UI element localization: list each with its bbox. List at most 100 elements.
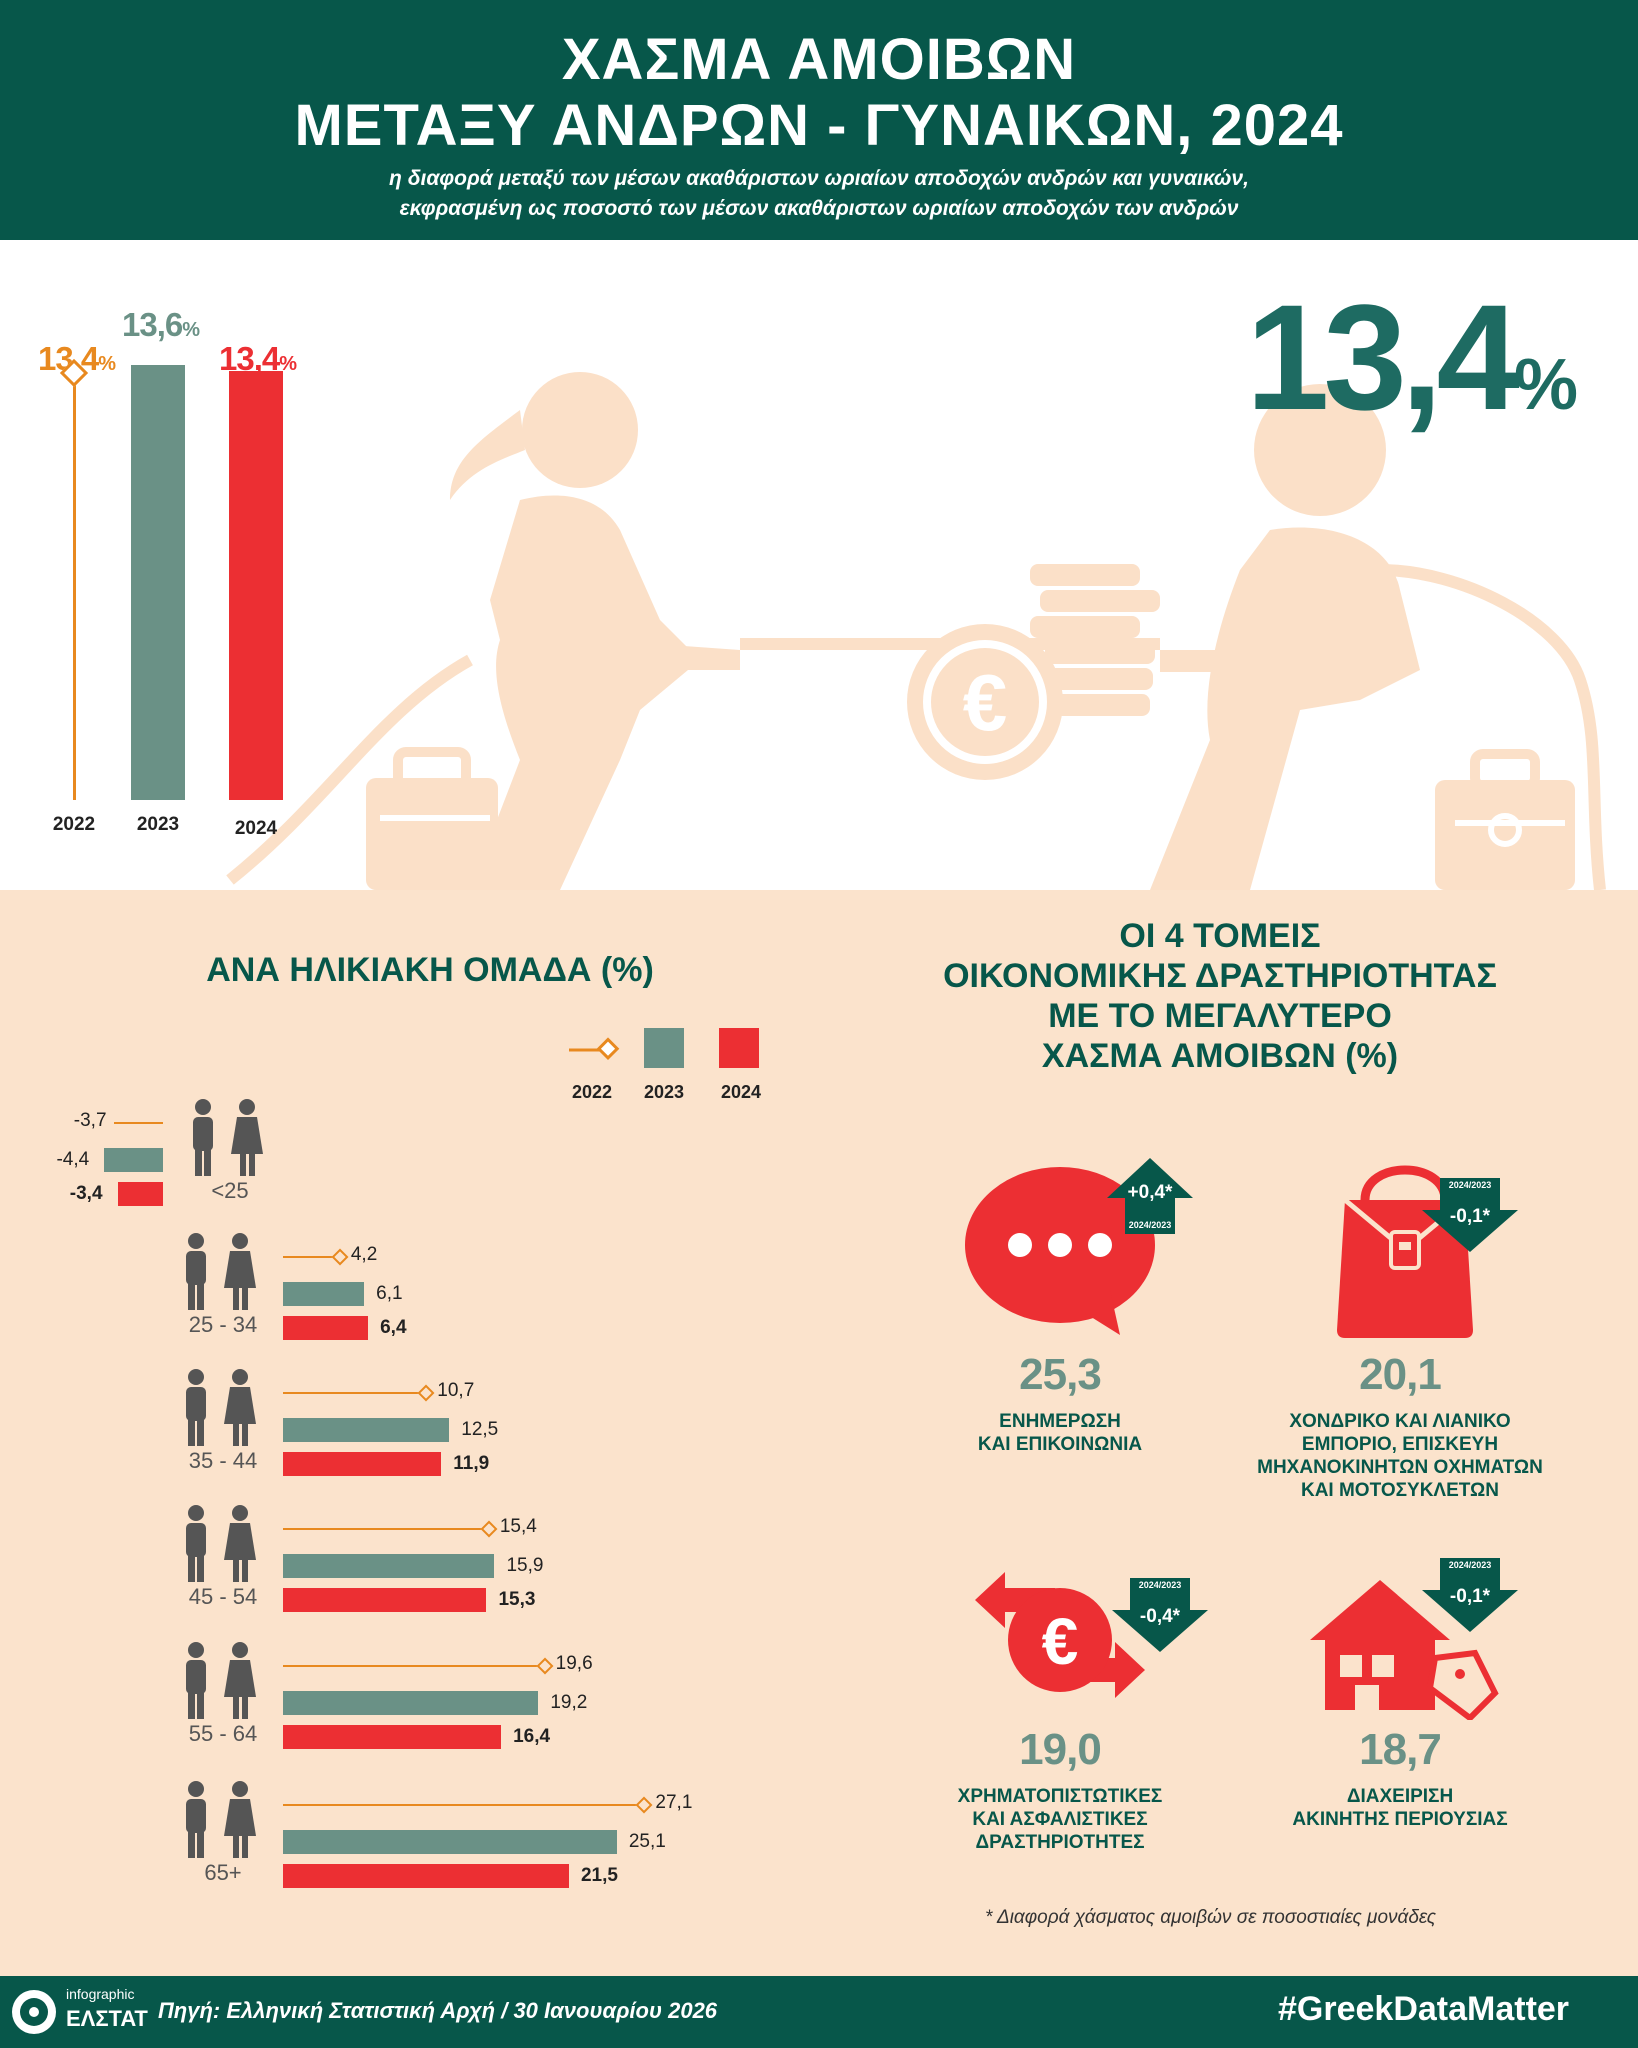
header-banner: ΧΑΣΜΑ ΑΜΟΙΒΩΝ ΜΕΤΑΞΥ ΑΝΔΡΩΝ - ΓΥΝΑΙΚΩΝ, … [0, 0, 1638, 240]
bar-2022-5 [283, 1804, 644, 1806]
man-woman-icon [186, 1781, 256, 1858]
bar-2023-1 [283, 1282, 365, 1306]
legend-2023-label: 2023 [643, 1082, 685, 1102]
svg-text:€: € [963, 658, 1008, 747]
bar-2023-0 [104, 1148, 163, 1172]
value-label-2023-5: 25,1 [628, 1831, 666, 1852]
sector1-value: 25,3 [1019, 1350, 1102, 1399]
x-label-2024: 2024 [234, 818, 278, 839]
value-label-2022-5: 27,1 [655, 1792, 693, 1813]
age-section-title: ΑΝΑ ΗΛΙΚΙΑΚΗ ΟΜΑΔΑ (%) [206, 951, 654, 989]
hashtag: #GreekDataMatter [1278, 1990, 1570, 2028]
age-label: 55 - 64 [188, 1721, 258, 1746]
man-woman-icon [193, 1099, 263, 1176]
sectors-title-line2: ΟΙΚΟΝΟΜΙΚΗΣ ΔΡΑΣΤΗΡΙΟΤΗΤΑΣ [943, 957, 1497, 995]
down-arrow-badge-icon-2 [1112, 1578, 1208, 1652]
legend-2022-swatch [569, 1037, 620, 1061]
sectors-title-line1: ΟΙ 4 ΤΟΜΕΙΣ [1119, 917, 1321, 955]
house-tag-icon [1310, 1580, 1499, 1720]
man-woman-icon [186, 1642, 256, 1719]
bar-2022-marker-5 [635, 1796, 653, 1814]
headline-value: 13,4% [1246, 273, 1578, 441]
logo-line1: infographic [66, 1986, 135, 2002]
bar-2022-marker-3 [480, 1520, 498, 1538]
bar-2022-marker-line [73, 383, 76, 800]
man-woman-icon [186, 1233, 256, 1310]
up-arrow-badge-icon [1107, 1158, 1193, 1234]
footnote: * Διαφορά χάσματος αμοιβών σε ποσοστιαίε… [985, 1907, 1436, 1928]
value-label-2022-3: 15,4 [499, 1516, 537, 1537]
age-label: 65+ [204, 1860, 242, 1885]
bar-2022-3 [283, 1528, 488, 1530]
sector3-name: ΧΡΗΜΑΤΟΠΙΣΤΩΤΙΚΕΣ ΚΑΙ ΑΣΦΑΛΙΣΤΙΚΕΣ ΔΡΑΣΤ… [957, 1786, 1163, 1853]
sector2-change: -0,1* [1449, 1206, 1491, 1227]
man-woman-icon [186, 1505, 256, 1582]
age-label: 25 - 34 [188, 1312, 258, 1337]
sectors-section-title: ΟΙ 4 ΤΟΜΕΙΣ ΟΙΚΟΝΟΜΙΚΗΣ ΔΡΑΣΤΗΡΙΟΤΗΤΑΣ Μ… [870, 916, 1570, 1076]
value-label-2023-4: 19,2 [550, 1692, 588, 1713]
tug-of-war-illustration: € [226, 372, 1606, 890]
sector4-change: -0,1* [1449, 1586, 1491, 1607]
value-label-2023-3: 15,9 [506, 1555, 544, 1576]
sector2-value: 20,1 [1359, 1350, 1442, 1399]
down-arrow-badge-icon [1422, 1178, 1518, 1252]
value-label-2023-1: 6,1 [376, 1283, 403, 1304]
value-label-2023-0: -4,4 [56, 1149, 90, 1170]
source-text: Πηγή: Ελληνική Στατιστική Αρχή / 30 Ιανο… [158, 1998, 718, 2023]
sector1-period: 2024/2023 [1128, 1220, 1172, 1230]
hero-section: € 13,4% 13,6% 13,4% 2022 2023 2024 13,4% [0, 240, 1638, 890]
bar-2022-0 [113, 1122, 163, 1124]
sectors-title-line3: ΜΕ ΤΟ ΜΕΓΑΛΥΤΕΡΟ [1048, 997, 1392, 1035]
sectors-title-line4: ΧΑΣΜΑ ΑΜΟΙΒΩΝ (%) [1041, 1037, 1399, 1075]
age-label: 45 - 54 [188, 1584, 258, 1609]
page-title-line1: ΧΑΣΜΑ ΑΜΟΙΒΩΝ [561, 27, 1077, 92]
down-arrow-badge-icon-3 [1422, 1558, 1518, 1632]
age-label: 35 - 44 [188, 1448, 258, 1473]
sector4-name: ΔΙΑΧΕΙΡΙΣΗ ΑΚΙΝΗΤΗΣ ΠΕΡΙΟΥΣΙΑΣ [1292, 1786, 1508, 1830]
bar-2022-2 [283, 1392, 426, 1394]
bar-2023-5 [283, 1830, 617, 1854]
value-label-2024-2: 11,9 [453, 1453, 490, 1474]
legend-2024-swatch [719, 1028, 759, 1068]
sector3-period: 2024/2023 [1138, 1580, 1182, 1590]
bar-2024-5 [283, 1864, 569, 1888]
bar-2022-marker-2 [417, 1384, 435, 1402]
bar-2022-1 [283, 1256, 339, 1258]
sector3-value: 19,0 [1019, 1725, 1102, 1774]
legend-2022-label: 2022 [571, 1082, 613, 1102]
bar-2024-0 [117, 1182, 163, 1206]
elstat-logo-icon [12, 1990, 56, 2034]
value-label-2024-4: 16,4 [513, 1726, 551, 1747]
value-label-2024-3: 15,3 [498, 1589, 536, 1610]
legend-2023-swatch [644, 1028, 684, 1068]
value-label-2024-5: 21,5 [580, 1865, 618, 1886]
logo-line2: ΕΛΣΤΑΤ [66, 2006, 148, 2031]
bar-2024-1 [283, 1316, 369, 1340]
value-label-2022-4: 19,6 [555, 1653, 593, 1674]
value-label-2024-0: -3,4 [69, 1183, 103, 1204]
value-2023: 13,6% [122, 306, 200, 343]
page-subtitle-line2: εκφρασμένη ως ποσοστό των μέσων ακαθάρισ… [399, 197, 1239, 220]
sector4-period: 2024/2023 [1448, 1560, 1492, 1570]
legend-2024-label: 2024 [720, 1082, 762, 1102]
page-subtitle-line1: η διαφορά μεταξύ των μέσων ακαθάριστων ω… [389, 167, 1249, 190]
footer-bar: infographic ΕΛΣΤΑΤ Πηγή: Ελληνική Στατισ… [0, 1976, 1638, 2048]
sector4-value: 18,7 [1359, 1725, 1442, 1774]
value-label-2022-0: -3,7 [73, 1110, 107, 1131]
bar-2024-4 [283, 1725, 502, 1749]
bar-2023 [131, 364, 185, 800]
page-title-line2: ΜΕΤΑΞΥ ΑΝΔΡΩΝ - ΓΥΝΑΙΚΩΝ, 2024 [294, 93, 1344, 158]
sector1-change: +0,4* [1127, 1182, 1173, 1203]
euro-exchange-icon: € [975, 1572, 1145, 1698]
sector3-change: -0,4* [1139, 1606, 1181, 1627]
bar-2022-4 [283, 1665, 544, 1667]
sector2-period: 2024/2023 [1448, 1180, 1492, 1190]
x-label-2022: 2022 [52, 814, 96, 835]
bar-2024-2 [283, 1452, 442, 1476]
speech-bubble-icon [965, 1167, 1155, 1335]
bar-2024-3 [283, 1588, 487, 1612]
x-label-2023: 2023 [136, 814, 180, 835]
value-label-2022-2: 10,7 [437, 1380, 475, 1401]
bar-2024 [229, 371, 283, 800]
bar-2023-2 [283, 1418, 450, 1442]
